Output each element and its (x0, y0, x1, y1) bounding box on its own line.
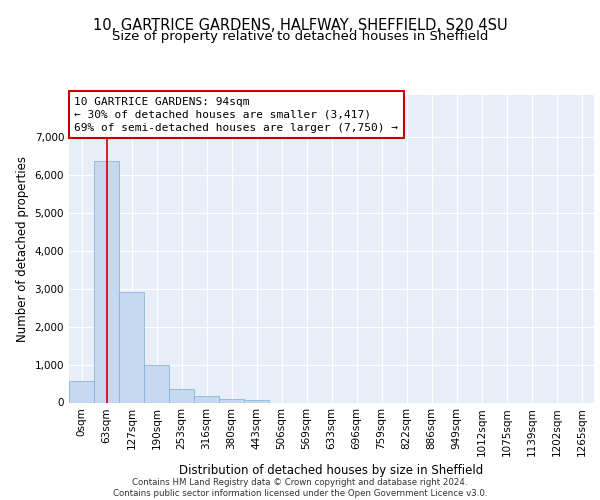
Bar (144, 366, 169, 403)
Text: Contains HM Land Registry data © Crown copyright and database right 2024.
Contai: Contains HM Land Registry data © Crown c… (113, 478, 487, 498)
X-axis label: Distribution of detached houses by size in Sheffield: Distribution of detached houses by size … (179, 464, 484, 477)
Text: 10, GARTRICE GARDENS, HALFWAY, SHEFFIELD, S20 4SU: 10, GARTRICE GARDENS, HALFWAY, SHEFFIELD… (92, 18, 508, 32)
Bar (69, 381, 94, 402)
Bar (219, 399, 244, 402)
Bar (94, 160, 119, 402)
Bar (194, 396, 219, 402)
Bar (169, 389, 194, 402)
Bar (244, 400, 269, 402)
Text: Size of property relative to detached houses in Sheffield: Size of property relative to detached ho… (112, 30, 488, 43)
Y-axis label: Number of detached properties: Number of detached properties (16, 156, 29, 342)
Bar (119, 292, 144, 403)
Text: 10 GARTRICE GARDENS: 94sqm
← 30% of detached houses are smaller (3,417)
69% of s: 10 GARTRICE GARDENS: 94sqm ← 30% of deta… (74, 96, 398, 133)
